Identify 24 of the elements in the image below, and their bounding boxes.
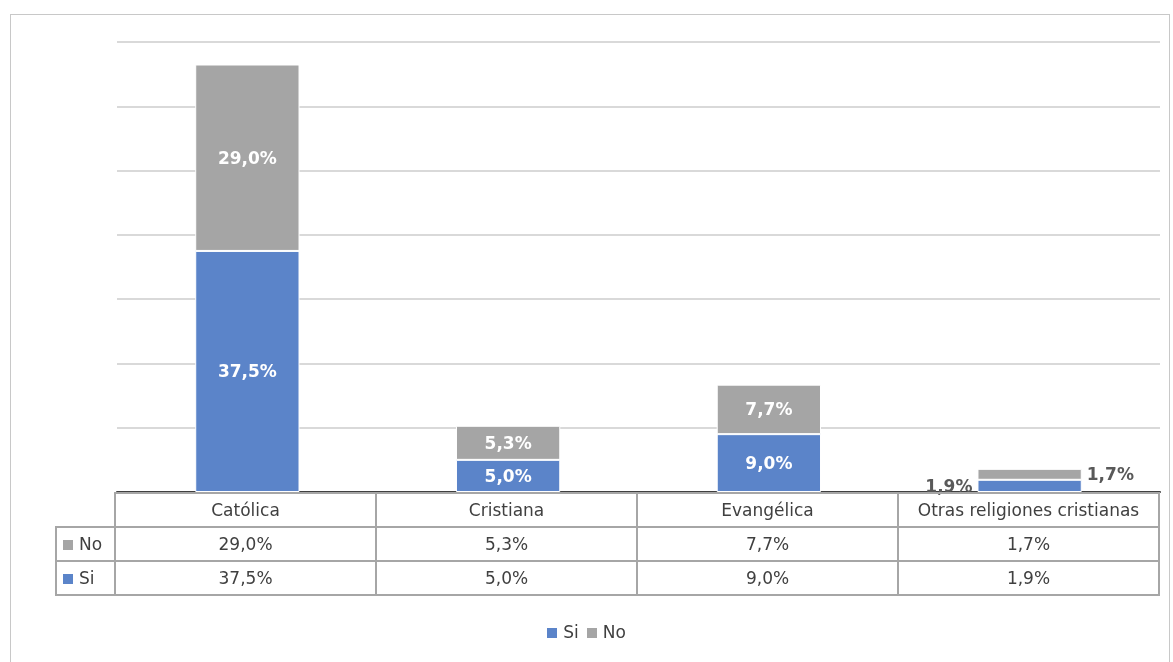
text: 7,7% <box>745 399 793 420</box>
text: 29,0% <box>217 147 277 168</box>
text: 37,5% <box>217 361 277 382</box>
text: 5,3% <box>484 432 532 453</box>
text: Si <box>563 622 579 642</box>
data-label: 5,0% <box>376 561 638 595</box>
data-label: 5,3% <box>376 527 638 561</box>
data-label: 29,0% <box>115 527 377 561</box>
text: 1,9% <box>925 475 973 496</box>
data-label: 9,0% <box>637 561 898 595</box>
text: No <box>602 622 626 642</box>
legend-label: Si <box>56 561 116 595</box>
data-label: 37,5% <box>115 561 377 595</box>
x-tick-label: Cristiana <box>376 493 638 527</box>
text: 5,0% <box>484 465 532 486</box>
data-label: 1,9% <box>898 561 1159 595</box>
text: 1,7% <box>1086 464 1134 485</box>
x-tick-label: Evangélica <box>637 493 898 527</box>
data-label: 1,7% <box>898 527 1159 561</box>
legend-label: No <box>56 527 116 561</box>
data-label: 7,7% <box>637 527 898 561</box>
text: 9,0% <box>745 453 793 474</box>
x-tick-label: Otras religiones cristianas <box>917 500 1140 520</box>
x-tick-label: Católica <box>115 493 377 527</box>
